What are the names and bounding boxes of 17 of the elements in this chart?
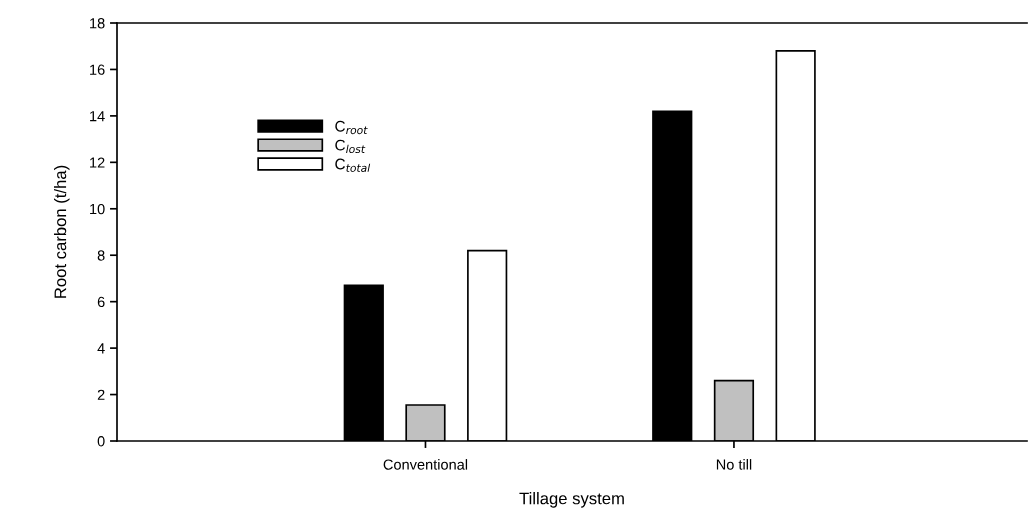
legend-label: C$_{root}$ [335,120,368,135]
y-tick-label: 10 [90,203,105,215]
x-tick-label: Conventional [383,459,468,470]
y-tick-label: 0 [97,436,105,447]
y-tick-label: 12 [90,157,105,168]
x-tick-label: No till [716,459,752,470]
y-tick-label: 8 [97,250,105,261]
y-tick-label: 18 [90,18,105,29]
x-axis-title: Tillage system [519,492,624,508]
y-tick-label: 14 [90,111,105,122]
y-tick-label: 2 [97,389,105,400]
y-tick-label: 4 [97,343,105,354]
legend-label: C$_{lost}$ [335,139,366,154]
y-axis-title: Root carbon (t/ha) [53,165,70,298]
legend-label: C$_{total}$ [335,158,371,172]
y-tick-label: 6 [97,296,105,308]
y-tick-label: 16 [90,64,105,75]
